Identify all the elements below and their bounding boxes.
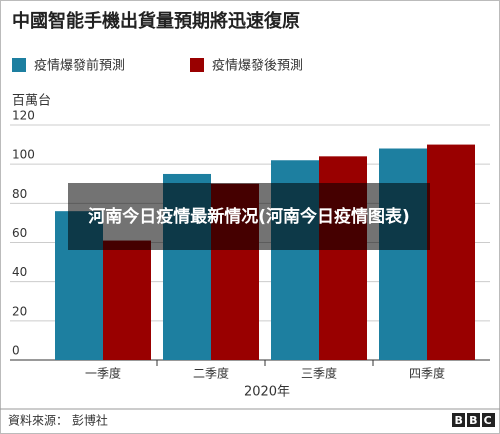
- logo-box: [467, 413, 480, 427]
- source: 資料來源： 彭博社: [8, 413, 108, 428]
- y-tick-label: 40: [12, 265, 27, 279]
- y-tick-label: 120: [12, 109, 35, 123]
- x-tick-label: 二季度: [193, 366, 229, 381]
- x-label: 2020年: [244, 385, 290, 400]
- logo: BBC: [455, 414, 498, 427]
- bar: [427, 144, 475, 360]
- legend-label: 疫情爆發後預測: [212, 58, 303, 74]
- y-tick-label: 0: [12, 344, 20, 358]
- overlay-title: 河南今日疫情最新情况(河南今日疫情图表): [68, 183, 430, 250]
- y-unit: 百萬台: [12, 94, 51, 109]
- logo-box: [482, 413, 495, 427]
- x-tick-label: 一季度: [85, 366, 121, 381]
- legend-label: 疫情爆發前預測: [34, 58, 125, 74]
- legend-swatch: [12, 58, 26, 72]
- x-tick-label: 四季度: [409, 366, 445, 381]
- bar: [379, 148, 427, 360]
- logo-box: [452, 413, 465, 427]
- y-tick-label: 20: [12, 304, 27, 318]
- chart-title: 中國智能手機出貨量預期將迅速復原: [12, 10, 300, 32]
- y-tick-label: 60: [12, 226, 27, 240]
- bar: [103, 240, 151, 360]
- y-tick-label: 80: [12, 187, 27, 201]
- y-tick-label: 100: [12, 148, 35, 162]
- legend-swatch: [190, 58, 204, 72]
- x-tick-label: 三季度: [301, 366, 337, 381]
